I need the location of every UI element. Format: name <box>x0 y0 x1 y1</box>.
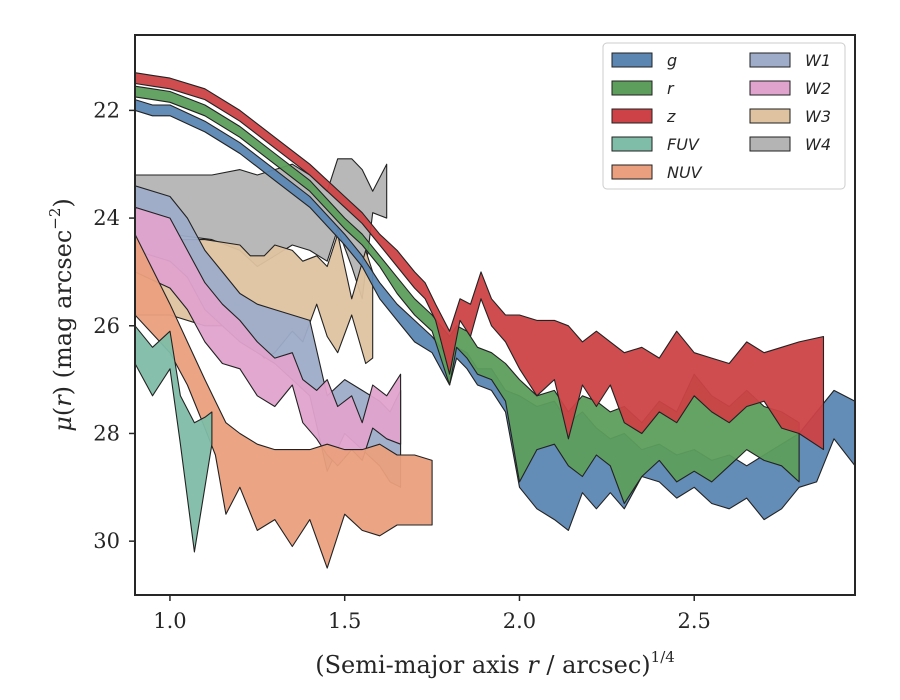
y-tick-label: 26 <box>93 314 120 338</box>
legend-item-fuv: FUV <box>611 135 700 154</box>
axes-frame <box>134 34 856 596</box>
x-axis-label: (Semi-major axis r / arcsec)1/4 <box>315 648 675 679</box>
legend-swatch <box>749 52 791 68</box>
legend-label: r <box>667 79 675 98</box>
legend-label: z <box>666 107 676 126</box>
series-bands <box>135 72 855 569</box>
legend-label: W2 <box>805 79 831 98</box>
series-band-nuv <box>135 233 433 569</box>
legend: grz FUV NUV W1 W2 W3 W4 <box>602 42 846 190</box>
legend-swatch <box>749 80 791 96</box>
legend-item-g: g <box>611 51 677 70</box>
legend-item-r: r <box>611 79 675 98</box>
legend-label: FUV <box>667 135 700 154</box>
x-tick-label: 1.5 <box>328 609 361 633</box>
legend-swatch <box>611 164 653 180</box>
legend-label: W4 <box>805 135 831 154</box>
legend-swatch <box>611 80 653 96</box>
legend-label: W3 <box>805 107 831 126</box>
y-axis-ticks: 22 24 26 28 30 <box>93 98 135 553</box>
y-tick-label: 24 <box>93 206 120 230</box>
legend-item-w3: W3 <box>749 107 831 126</box>
x-tick-label: 2.0 <box>503 609 536 633</box>
x-tick-label: 1.0 <box>153 609 186 633</box>
legend-box <box>602 42 846 190</box>
legend-item-w4: W4 <box>749 135 831 154</box>
legend-label: NUV <box>667 163 703 182</box>
legend-item-w1: W1 <box>749 51 831 70</box>
x-tick-label: 2.5 <box>678 609 711 633</box>
legend-swatch <box>611 108 653 124</box>
legend-item-w2: W2 <box>749 79 831 98</box>
series-band-fuv <box>135 325 213 553</box>
y-tick-label: 22 <box>93 98 120 122</box>
legend-swatch <box>749 136 791 152</box>
y-tick-label: 28 <box>93 421 120 445</box>
y-tick-label: 30 <box>93 529 120 553</box>
series-band-w2 <box>135 206 402 467</box>
legend-swatch <box>749 108 791 124</box>
y-axis-label: μ(r) (mag arcsec−2) <box>46 198 77 432</box>
legend-label: g <box>667 51 677 70</box>
legend-swatch <box>611 136 653 152</box>
series-band-z <box>135 72 825 451</box>
legend-label: W1 <box>805 51 831 70</box>
x-axis-ticks: 1.0 1.5 2.0 2.5 <box>153 595 711 633</box>
legend-item-nuv: NUV <box>611 163 703 182</box>
plot-frame <box>134 34 856 596</box>
legend-swatch <box>611 52 653 68</box>
legend-item-z: z <box>611 107 676 126</box>
